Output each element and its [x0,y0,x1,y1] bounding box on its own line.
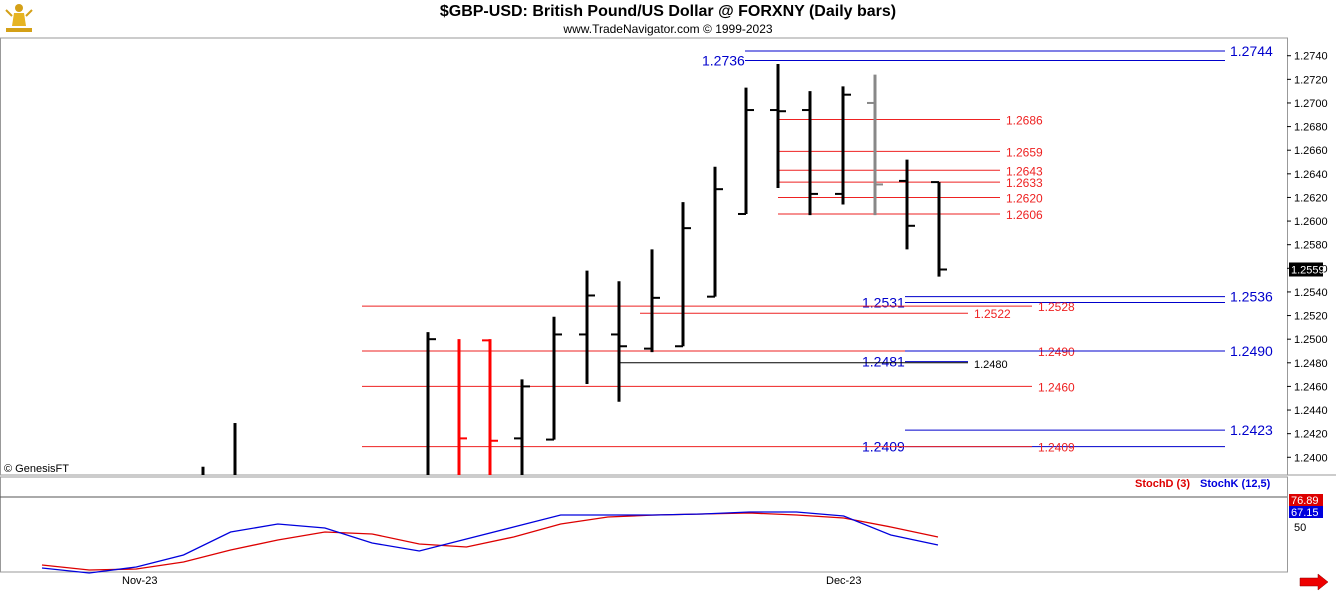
level-label: 1.2480 [974,359,1008,371]
level-label: 1.2531 [862,295,905,311]
y-tick-label: 1.2420 [1294,429,1328,441]
y-tick-label: 1.2600 [1294,216,1328,228]
x-tick-label: Nov-23 [122,575,157,587]
y-tick-label: 1.2520 [1294,311,1328,323]
y-tick-label: 1.2620 [1294,192,1328,204]
legend-stochd: StochD (3) [1135,478,1190,490]
stoch-panel-frame [0,476,1288,573]
y-tick-label: 1.2740 [1294,51,1328,63]
stoch-tick-label: 50 [1294,522,1306,534]
y-tick-label: 1.2720 [1294,74,1328,86]
level-label: 1.2423 [1230,422,1273,438]
stoch-line [41,512,939,571]
level-label: 1.2606 [1006,208,1043,222]
stoch-value-box [1289,494,1323,506]
level-label: 1.2460 [1038,380,1075,394]
y-tick-label: 1.2400 [1294,452,1328,464]
y-tick-label: 1.2440 [1294,405,1328,417]
y-tick-label: 1.2640 [1294,169,1328,181]
level-label: 1.2536 [1230,289,1273,305]
stoch-value-label: 76.89 [1291,495,1319,507]
watermark: © GenesisFT [4,463,69,475]
y-tick-label: 1.2660 [1294,145,1328,157]
y-tick-label: 1.2680 [1294,122,1328,134]
level-label: 1.2490 [1038,345,1075,359]
x-tick-label: Dec-23 [826,575,861,587]
price-panel-frame [0,37,1288,476]
y-tick-label: 1.2480 [1294,358,1328,370]
chart-subtitle: www.TradeNavigator.com © 1999-2023 [563,22,773,36]
last-price-box [1289,262,1323,277]
level-label: 1.2522 [974,307,1011,321]
stoch-value-label: 67.15 [1291,507,1319,519]
level-label: 1.2620 [1006,191,1043,205]
y-tick-label: 1.2540 [1294,287,1328,299]
level-label: 1.2643 [1006,164,1043,178]
y-tick-label: 1.2580 [1294,240,1328,252]
y-tick-label: 1.2700 [1294,98,1328,110]
level-label: 1.2659 [1006,145,1043,159]
level-label: 1.2686 [1006,113,1043,127]
y-tick-label: 1.2500 [1294,334,1328,346]
level-label: 1.2744 [1230,43,1273,59]
stoch-line [41,511,939,574]
chart-title: $GBP-USD: British Pound/US Dollar @ FORX… [439,3,897,20]
level-label: 1.2490 [1230,343,1273,359]
scroll-right-arrow-icon[interactable] [1299,573,1329,591]
stoch-value-box [1289,506,1323,518]
trader-figure-icon [4,2,34,34]
y-tick-label: 1.2460 [1294,381,1328,393]
level-label: 1.2633 [1006,176,1043,190]
level-label: 1.2481 [862,354,905,370]
level-label: 1.2736 [702,52,745,68]
level-label: 1.2409 [1038,441,1075,455]
level-label: 1.2528 [1038,300,1075,314]
last-price-label: 1.2559 [1291,264,1325,276]
legend-stochk: StochK (12,5) [1200,478,1271,490]
